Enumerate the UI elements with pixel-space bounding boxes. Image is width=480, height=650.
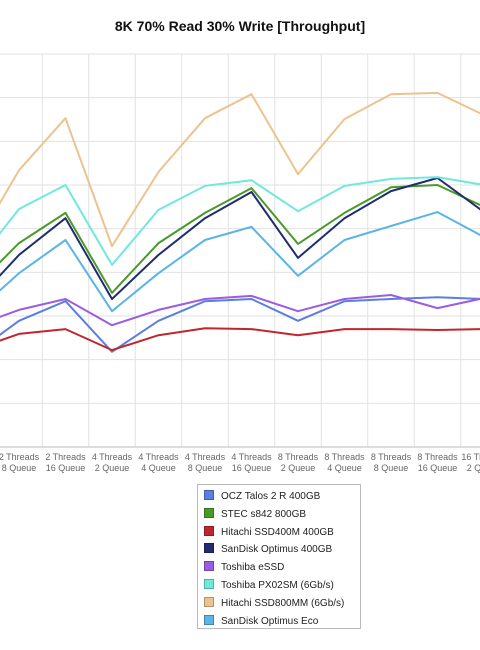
x-tick-label: 4 Threads 4 Queue (138, 452, 179, 473)
chart-title: 8K 70% Read 30% Write [Throughput] (114, 18, 366, 34)
x-tick-label: 16 Threads 2 Queue (461, 452, 480, 473)
plot-area (0, 53, 480, 448)
series-line (0, 177, 480, 300)
legend-item: OCZ Talos 2 R 400GB (204, 490, 320, 502)
series-line (0, 91, 480, 248)
legend-item: Hitachi SSD400M 400GB (204, 525, 334, 538)
legend-label: Toshiba eSSD (221, 562, 285, 574)
legend-item: Hitachi SSD800MM (6Gb/s) (204, 596, 345, 609)
x-tick-label: 8 Threads 2 Queue (277, 452, 319, 473)
x-tick-label: 8 Threads 8 Queue (370, 452, 412, 473)
legend-item: SanDisk Optimus 400GB (204, 543, 332, 555)
x-tick-label: 4 Threads 2 Queue (91, 452, 133, 473)
series-line (0, 184, 480, 294)
legend-label: Toshiba PX02SM (6Gb/s) (221, 580, 334, 591)
legend-swatch (204, 561, 214, 572)
legend-label: SanDisk Optimus Eco (221, 615, 319, 627)
series-line (0, 294, 480, 327)
legend-item: Toshiba eSSD (204, 561, 284, 573)
legend-swatch (204, 579, 214, 589)
legend-label: OCZ Talos 2 R 400GB (221, 491, 321, 502)
x-tick-label: 4 Threads 8 Queue (184, 452, 226, 473)
legend-swatch (204, 614, 214, 625)
legend-item: STEC s842 800GB (204, 507, 307, 520)
x-tick-label: 8 Threads 4 Queue (324, 452, 365, 473)
legend-label: Hitachi SSD400M 400GB (221, 526, 334, 538)
legend-swatch (204, 507, 214, 518)
x-tick-label: 8 Threads 16 Queue (417, 452, 458, 473)
legend-item: SanDisk Optimus Eco (204, 614, 319, 627)
series-line (0, 211, 480, 313)
legend-swatch (204, 490, 214, 500)
x-tick-label: 4 Threads 16 Queue (231, 452, 272, 473)
legend-label: STEC s842 800GB (221, 508, 307, 520)
legend-swatch (204, 525, 214, 536)
legend-item: Toshiba PX02SM (6Gb/s) (204, 579, 334, 591)
series-line (0, 296, 480, 353)
legend-label: SanDisk Optimus 400GB (221, 544, 333, 556)
legend-label: Hitachi SSD800MM (6Gb/s) (221, 597, 345, 609)
x-tick-label: 2 Threads 8 Queue (0, 452, 40, 473)
x-tick-label: 2 Threads 16 Queue (45, 452, 86, 473)
series-line (0, 176, 480, 266)
series-line (0, 327, 480, 352)
legend-swatch (204, 543, 214, 554)
legend: OCZ Talos 2 R 400GB STEC s842 800GB Hitach… (197, 484, 361, 629)
legend-swatch (204, 596, 214, 607)
